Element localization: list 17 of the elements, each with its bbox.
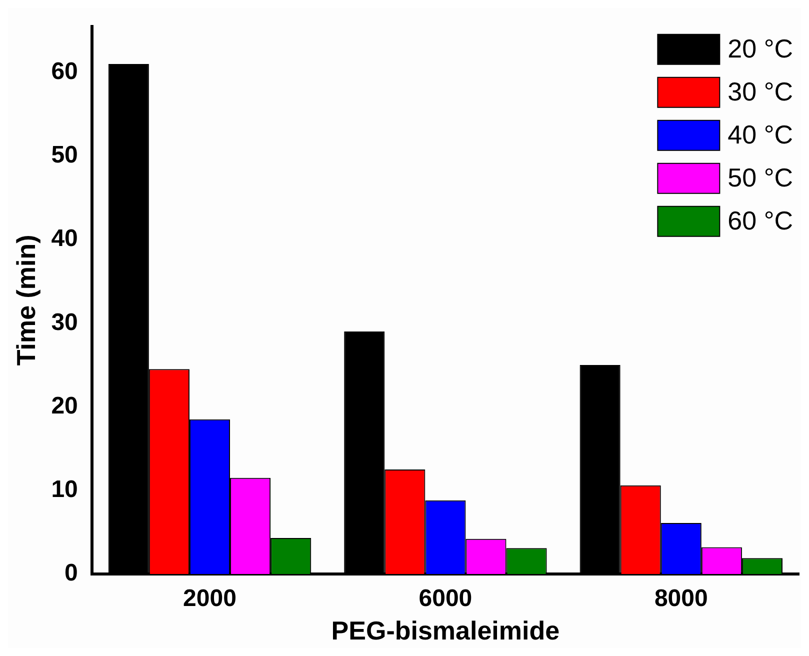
legend-label: 30 °C xyxy=(728,76,794,107)
legend-label: 20 °C xyxy=(728,34,794,64)
y-tick-label: 10 xyxy=(51,476,78,504)
y-tick-label: 30 xyxy=(51,308,78,336)
x-tick-label: 6000 xyxy=(418,585,472,612)
y-tick-label: 20 xyxy=(51,392,78,420)
x-axis-title: PEG-bismaleimide xyxy=(331,616,560,646)
y-tick-label: 0 xyxy=(64,560,78,587)
legend-label: 50 °C xyxy=(728,162,794,193)
y-axis-title: Time (min) xyxy=(10,234,41,366)
x-tick-label: 2000 xyxy=(183,585,236,612)
y-tick-label: 50 xyxy=(51,142,78,169)
y-tick-label: 60 xyxy=(51,58,78,86)
y-tick-label: 40 xyxy=(51,225,78,252)
x-tick-label: 8000 xyxy=(654,585,708,612)
legend-label: 40 °C xyxy=(728,120,794,150)
legend-label: 60 °C xyxy=(728,206,794,236)
